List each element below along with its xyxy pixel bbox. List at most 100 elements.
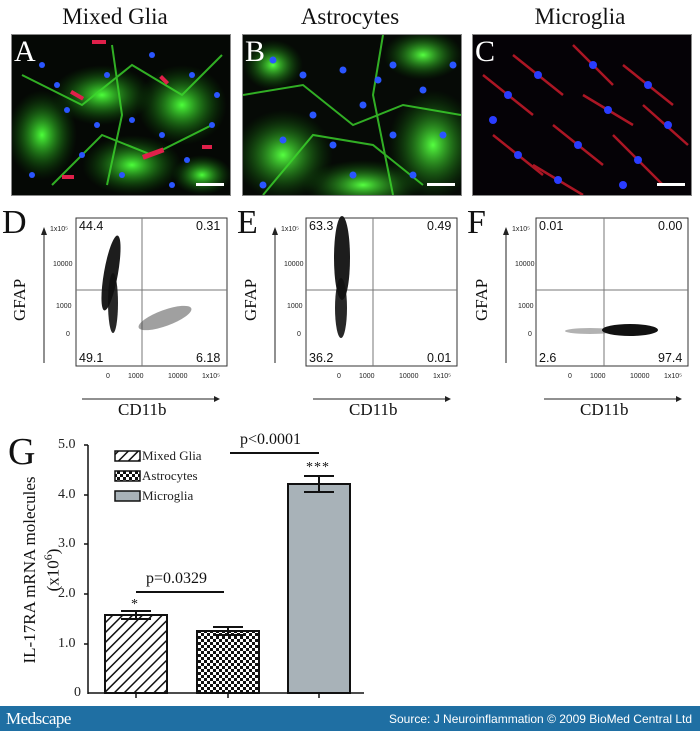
- population-cd11b-positive: [565, 324, 658, 336]
- y-tick: 10000: [53, 261, 73, 268]
- y-tick-label: 3.0: [58, 536, 76, 551]
- panel-b-letter: B: [245, 35, 266, 68]
- y-axis-title: GFAP: [241, 278, 260, 321]
- mixed-glia-image: [12, 35, 230, 195]
- y-axis-title: GFAP: [472, 278, 491, 321]
- y-tick: 10000: [515, 261, 535, 268]
- y-tick-label: 4.0: [58, 487, 76, 502]
- y-tick: 0: [66, 331, 70, 338]
- panel-c-letter: C: [475, 35, 496, 68]
- bar-microglia: [287, 483, 351, 694]
- quadrant-ul: 44.4: [79, 219, 104, 233]
- microglia-image: [473, 35, 691, 195]
- x-tick: 10000: [168, 373, 188, 380]
- x-axis-title: CD11b: [580, 400, 629, 419]
- x-tick: 1000: [128, 373, 144, 380]
- y-tick-label: 2.0: [58, 586, 76, 601]
- y-axis-title-exponent: 6: [41, 554, 55, 561]
- scale-bar: [196, 183, 224, 186]
- panel-b-title: Astrocytes: [300, 4, 400, 29]
- micrograph-astrocytes: B: [242, 34, 462, 196]
- legend-swatch-mixed-glia: [114, 450, 141, 462]
- y-tick-label: 0: [74, 685, 81, 700]
- quadrant-ul: 63.3: [309, 219, 334, 233]
- significance-mark-microglia: ***: [306, 460, 330, 475]
- bar-astrocytes: [196, 630, 260, 694]
- y-axis-title-unit: (x10: [43, 560, 63, 592]
- astrocytes-image: [243, 35, 461, 195]
- legend-swatch-astrocytes: [114, 470, 141, 482]
- y-tick-label: 5.0: [58, 437, 76, 452]
- quadrant-ul: 0.01: [539, 219, 564, 233]
- panel-d-letter: D: [2, 204, 27, 241]
- y-tick: 1000: [56, 303, 72, 310]
- footer-bar: Medscape Source: J Neuroinflammation © 2…: [0, 706, 700, 731]
- quadrant-ll: 36.2: [309, 351, 334, 365]
- x-tick: 0: [106, 373, 110, 380]
- population-gfap-positive: [334, 216, 350, 338]
- y-tick: 1x10⁵: [281, 226, 300, 233]
- x-tick: 10000: [399, 373, 419, 380]
- quadrant-ur: 0.31: [196, 219, 221, 233]
- y-axis-title-line1: IL-17RA mRNA molecules: [20, 476, 39, 664]
- panel-a-letter: A: [14, 35, 36, 68]
- panel-c-title: Microglia: [534, 4, 626, 29]
- x-tick: 1000: [359, 373, 375, 380]
- y-tick: 1000: [287, 303, 303, 310]
- p-value-astro-micro: p<0.0001: [240, 431, 302, 448]
- x-tick: 1x10⁵: [202, 373, 221, 380]
- y-tick: 0: [528, 331, 532, 338]
- x-tick: 1000: [590, 373, 606, 380]
- flow-plot-f-axes: [503, 217, 689, 402]
- x-tick: 10000: [630, 373, 650, 380]
- scale-bar: [657, 183, 685, 186]
- micrograph-mixed-glia: A: [11, 34, 231, 196]
- x-axis-title: CD11b: [118, 400, 167, 419]
- quadrant-lr: 0.01: [427, 351, 452, 365]
- legend-label-microglia: Microglia: [142, 488, 194, 503]
- y-axis-title-line2: (x106): [41, 548, 63, 592]
- quadrant-ur: 0.49: [427, 219, 452, 233]
- scale-bar: [427, 183, 455, 186]
- y-axis-title: IL-17RA mRNA molecules (x106): [20, 440, 63, 700]
- quadrant-ll: 49.1: [79, 351, 104, 365]
- x-axis-title: CD11b: [349, 400, 398, 419]
- y-axis-title: GFAP: [10, 278, 29, 321]
- flow-plot-d: D 44.4 0.31 49.1 6.18 1x10⁵ 10000 1000 0…: [0, 203, 232, 419]
- y-tick: 10000: [284, 261, 304, 268]
- x-tick: 0: [568, 373, 572, 380]
- panel-f-letter: F: [467, 204, 486, 241]
- medscape-logo: Medscape: [6, 709, 71, 728]
- p-value-mixed-astro: p=0.0329: [146, 570, 208, 587]
- flow-plot-e-axes: [272, 216, 458, 402]
- source-credit: Source: J Neuroinflammation © 2009 BioMe…: [389, 712, 692, 726]
- population-cd11b-positive: [138, 305, 192, 331]
- y-tick: 1000: [518, 303, 534, 310]
- bar-chart: [84, 444, 364, 698]
- legend-label-mixed-glia: Mixed Glia: [142, 448, 202, 463]
- error-bars: [121, 475, 334, 636]
- quadrant-ll: 2.6: [539, 351, 557, 365]
- legend-swatch-microglia: [114, 490, 141, 502]
- flow-plot-d-axes: [41, 217, 228, 402]
- panel-g-letter: G: [8, 431, 36, 473]
- flow-plot-e: E 63.3 0.49 36.2 0.01 1x10⁵ 10000 1000 0…: [235, 203, 467, 419]
- flow-plot-f: F 0.01 0.00 2.6 97.4 1x10⁵ 10000 1000 0 …: [465, 203, 697, 419]
- y-axis: [84, 444, 89, 694]
- y-tick: 0: [297, 331, 301, 338]
- micrograph-microglia: C: [472, 34, 692, 196]
- quadrant-lr: 6.18: [196, 351, 221, 365]
- quadrant-ur: 0.00: [658, 219, 683, 233]
- panel-a-title: Mixed Glia: [62, 4, 168, 29]
- x-tick: 1x10⁵: [433, 373, 452, 380]
- x-tick: 1x10⁵: [664, 373, 683, 380]
- panel-e-letter: E: [237, 204, 258, 241]
- y-tick: 1x10⁵: [50, 226, 69, 233]
- population-gfap-positive: [101, 235, 121, 333]
- bar-mixed-glia: [104, 614, 168, 694]
- legend-label-astrocytes: Astrocytes: [142, 468, 198, 483]
- significance-mark-mixed-glia: *: [131, 597, 138, 612]
- quadrant-lr: 97.4: [658, 351, 683, 365]
- x-tick: 0: [337, 373, 341, 380]
- y-tick: 1x10⁵: [512, 226, 531, 233]
